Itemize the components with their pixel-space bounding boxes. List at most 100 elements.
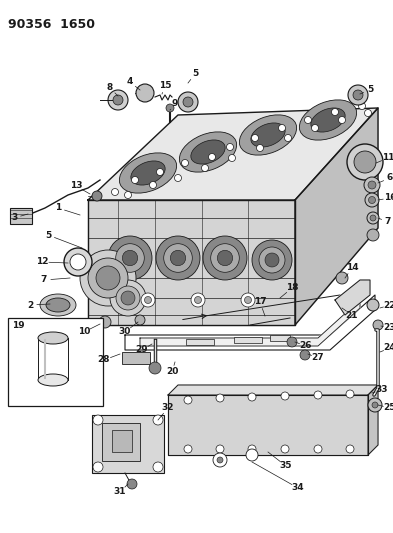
Text: 17: 17 (254, 297, 266, 306)
Text: 8: 8 (107, 84, 113, 93)
Polygon shape (335, 280, 370, 315)
Circle shape (287, 337, 297, 347)
Text: 11: 11 (382, 154, 393, 163)
Text: 90356  1650: 90356 1650 (8, 18, 95, 31)
Text: 21: 21 (346, 311, 358, 319)
Text: 2: 2 (27, 301, 33, 310)
Circle shape (209, 154, 215, 160)
Circle shape (80, 250, 136, 306)
Circle shape (367, 229, 379, 241)
Circle shape (358, 102, 365, 109)
Bar (102, 423, 140, 461)
Circle shape (92, 191, 102, 201)
Ellipse shape (311, 108, 345, 132)
Circle shape (217, 251, 233, 265)
Circle shape (184, 396, 192, 404)
Circle shape (314, 391, 322, 399)
Text: 12: 12 (36, 257, 48, 266)
Circle shape (257, 144, 263, 151)
Text: 16: 16 (384, 193, 393, 203)
Circle shape (195, 296, 202, 303)
Ellipse shape (40, 294, 76, 316)
Circle shape (353, 90, 363, 100)
Circle shape (93, 462, 103, 472)
Circle shape (346, 445, 354, 453)
Text: 31: 31 (114, 488, 126, 497)
Circle shape (365, 193, 379, 207)
Circle shape (141, 293, 155, 307)
Circle shape (125, 191, 132, 198)
Text: 25: 25 (384, 403, 393, 413)
Text: 35: 35 (280, 462, 292, 471)
Circle shape (246, 449, 258, 461)
Polygon shape (368, 385, 378, 455)
Polygon shape (140, 300, 360, 346)
Circle shape (170, 251, 186, 265)
Circle shape (93, 415, 103, 425)
Ellipse shape (131, 161, 165, 185)
Ellipse shape (251, 123, 285, 147)
Circle shape (348, 85, 368, 105)
Circle shape (216, 394, 224, 402)
Circle shape (338, 117, 345, 124)
Circle shape (88, 258, 128, 298)
Bar (122, 352, 150, 364)
Ellipse shape (299, 100, 356, 140)
Circle shape (174, 174, 182, 182)
Circle shape (364, 109, 371, 117)
Circle shape (372, 402, 378, 408)
Text: 15: 15 (159, 82, 171, 91)
Circle shape (285, 134, 292, 141)
Circle shape (132, 176, 138, 183)
Bar (92, 415, 164, 473)
Circle shape (149, 362, 161, 374)
Circle shape (248, 445, 256, 453)
Text: 26: 26 (300, 342, 312, 351)
Circle shape (279, 125, 285, 132)
Ellipse shape (179, 132, 237, 172)
Ellipse shape (38, 374, 68, 386)
Circle shape (108, 90, 128, 110)
Circle shape (122, 251, 138, 265)
Circle shape (127, 479, 137, 489)
Circle shape (121, 291, 135, 305)
Text: 27: 27 (312, 353, 324, 362)
Bar (8, 318, 103, 406)
Circle shape (367, 212, 379, 224)
Circle shape (252, 134, 259, 141)
Circle shape (145, 296, 151, 303)
Circle shape (164, 244, 192, 272)
Circle shape (213, 453, 227, 467)
Polygon shape (88, 200, 295, 325)
Circle shape (182, 159, 189, 166)
Ellipse shape (46, 298, 70, 312)
Text: 5: 5 (367, 85, 373, 94)
Ellipse shape (119, 153, 176, 193)
Circle shape (346, 390, 354, 398)
Circle shape (216, 445, 224, 453)
Circle shape (96, 266, 120, 290)
Bar (112, 430, 132, 452)
Text: 23: 23 (384, 324, 393, 333)
Circle shape (373, 320, 383, 330)
Polygon shape (168, 385, 378, 395)
Circle shape (191, 293, 205, 307)
Circle shape (248, 393, 256, 401)
Circle shape (178, 92, 198, 112)
Circle shape (300, 350, 310, 360)
Circle shape (354, 151, 376, 173)
Text: 32: 32 (162, 403, 174, 413)
Circle shape (281, 445, 289, 453)
Circle shape (336, 272, 348, 284)
Text: 13: 13 (70, 182, 82, 190)
Circle shape (211, 244, 239, 272)
Circle shape (314, 445, 322, 453)
Circle shape (156, 168, 163, 175)
Circle shape (183, 97, 193, 107)
Circle shape (184, 445, 192, 453)
Circle shape (166, 104, 174, 112)
Circle shape (135, 315, 145, 325)
Circle shape (226, 143, 233, 150)
Text: 7: 7 (41, 276, 47, 285)
Circle shape (149, 182, 156, 189)
